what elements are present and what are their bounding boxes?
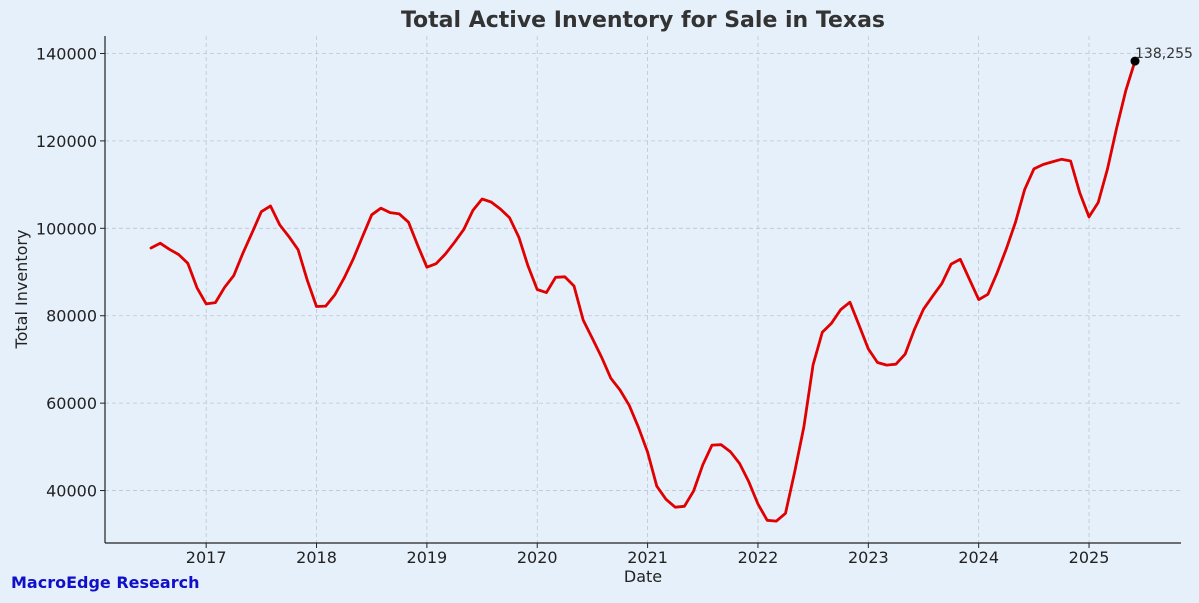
x-tick-label: 2017 [186, 548, 227, 567]
x-tick-label: 2021 [627, 548, 668, 567]
x-tick-label: 2022 [738, 548, 779, 567]
grid-lines [105, 36, 1181, 543]
x-tick-label: 2019 [407, 548, 448, 567]
x-tick-label: 2018 [296, 548, 337, 567]
y-axis-label: Total Inventory [12, 230, 31, 350]
y-tick-label: 80000 [46, 307, 97, 326]
inventory-series-line [149, 59, 1137, 523]
x-axis-label: Date [624, 567, 662, 586]
x-tick-label: 2024 [958, 548, 999, 567]
y-tick-label: 140000 [36, 44, 97, 63]
last-value-label: 138,255 [1135, 46, 1193, 62]
y-tick-label: 60000 [46, 394, 97, 413]
axes [104, 36, 1181, 544]
y-tick-label: 40000 [46, 482, 97, 501]
brand-label: MacroEdge Research [11, 573, 200, 592]
y-tick-label: 120000 [36, 132, 97, 151]
y-tick-labels: 40000 60000 80000 100000 120000 140000 [36, 44, 105, 501]
last-value-marker [1130, 56, 1140, 66]
y-tick-label: 100000 [36, 219, 97, 238]
x-tick-label: 2025 [1069, 548, 1110, 567]
x-tick-labels: 2017 2018 2019 2020 2021 2022 2023 2024 2025 [186, 543, 1110, 567]
x-tick-label: 2023 [848, 548, 889, 567]
x-tick-label: 2020 [517, 548, 558, 567]
chart-title: Total Active Inventory for Sale in Texas [401, 8, 885, 33]
